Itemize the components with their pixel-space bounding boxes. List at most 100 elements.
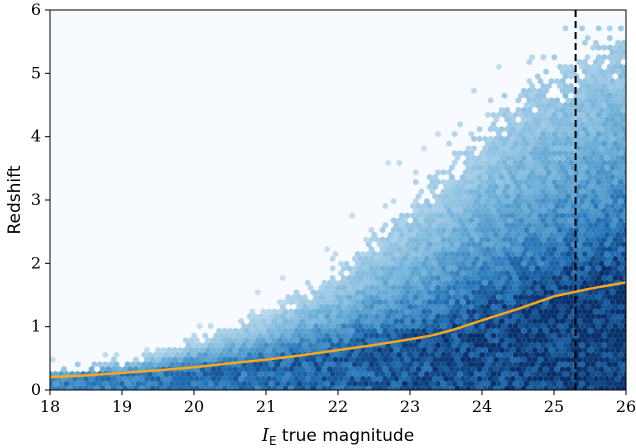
hexbin-cell [91, 361, 98, 368]
hexbin-cell [546, 274, 552, 282]
hexbin-cell [529, 111, 535, 118]
hexbin-cell [410, 270, 416, 277]
hexbin-cell [595, 265, 602, 272]
hexbin-cell [521, 193, 527, 200]
hexbin-cell [460, 318, 466, 325]
hexbin-cell [515, 231, 522, 238]
hexbin-cell [266, 385, 272, 390]
hexbin-cell [487, 366, 494, 373]
hexbin-cell [515, 126, 522, 133]
hexbin-cell [604, 126, 610, 133]
hexbin-cell [523, 236, 530, 243]
hexbin-cell [537, 308, 544, 315]
hexbin-cell [199, 385, 206, 390]
hexbin-cell [205, 375, 211, 382]
hexbin-cell [382, 318, 389, 325]
hexbin-cell [449, 279, 455, 286]
hexbin-cell [457, 342, 463, 349]
hexbin-cell [390, 255, 397, 262]
hexbin-cell [598, 202, 605, 210]
hexbin-cell [496, 274, 502, 282]
hexbin-cell [496, 370, 502, 378]
hexbin-cell [382, 308, 389, 315]
hexbin-cell [562, 342, 569, 349]
hexbin-cell [532, 87, 538, 94]
hexbin-cell [626, 260, 632, 266]
hexbin-cell [512, 342, 519, 349]
hexbin-cell [183, 346, 189, 354]
hexbin-cell [618, 236, 624, 243]
hexbin-cell [535, 370, 541, 378]
hexbin-cell [346, 294, 353, 301]
hexbin-cell [479, 351, 486, 358]
hexbin-cell [554, 385, 560, 390]
hexbin-cell [562, 207, 569, 214]
hexbin-cell [593, 385, 599, 390]
hexbin-cell [618, 313, 624, 320]
hexbin-cell [543, 68, 549, 75]
hexbin-cell [540, 322, 547, 330]
hexbin-cell [382, 385, 389, 390]
hexbin-cell [532, 174, 538, 181]
hexbin-cell [440, 274, 447, 282]
hexbin-cell [518, 294, 524, 301]
hexbin-cell [440, 351, 447, 358]
hexbin-cell [498, 183, 505, 190]
hexbin-cell [421, 145, 427, 152]
hexbin-cell [393, 222, 400, 229]
hexbin-cell [424, 226, 430, 234]
hexbin-cell [620, 164, 626, 171]
hexbin-cell [432, 318, 438, 325]
hexbin-cell [493, 116, 499, 123]
hexbin-cell [526, 97, 533, 104]
hexbin-cell [379, 294, 386, 301]
hexbin-cell [609, 346, 616, 354]
hexbin-cell [318, 322, 325, 330]
hexbin-cell [291, 313, 297, 320]
hexbin-cell [607, 370, 613, 378]
hexbin-cell [485, 150, 491, 157]
hexbin-cell [341, 284, 347, 291]
hexbin-cell [354, 298, 361, 306]
hexbin-cell [601, 111, 607, 118]
hexbin-cell [559, 135, 566, 142]
hexbin-cell [626, 40, 632, 46]
hexbin-cell [230, 370, 236, 378]
hexbin-cell [576, 202, 583, 210]
hexbin-cell [274, 351, 280, 358]
hexbin-cell [593, 337, 599, 344]
hexbin-cell [590, 159, 596, 166]
hexbin-cell [299, 308, 305, 315]
hexbin-cell [449, 174, 455, 181]
hexbin-cell [271, 375, 278, 382]
hexbin-cell [535, 351, 541, 358]
hexbin-cell [609, 164, 616, 171]
hexbin-cell [402, 361, 408, 368]
hexbin-cell [496, 303, 502, 310]
hexbin-cell [562, 82, 569, 90]
hexbin-cell [288, 356, 294, 363]
hexbin-cell [568, 303, 574, 310]
hexbin-cell [521, 106, 527, 114]
hexbin-cell [213, 342, 219, 349]
hexbin-cell [523, 92, 530, 99]
hexbin-cell [523, 342, 530, 349]
hexbin-cell [471, 250, 477, 258]
hexbin-cell [335, 284, 341, 291]
hexbin-cell [609, 289, 616, 296]
hexbin-cell [282, 366, 289, 373]
hexbin-cell [335, 380, 341, 387]
hexbin-cell [512, 313, 519, 320]
hexbin-cell [598, 126, 605, 133]
hexbin-cell [518, 111, 524, 118]
hexbin-cell [559, 126, 566, 133]
hexbin-cell [565, 116, 571, 123]
hexbin-cell [360, 375, 366, 382]
hexbin-cell [363, 361, 369, 368]
hexbin-cell [604, 289, 610, 296]
hexbin-cell [241, 342, 247, 349]
hexbin-cell [415, 375, 422, 382]
hexbin-cell [587, 106, 594, 114]
hexbin-cell [593, 135, 599, 142]
hexbin-cell [396, 159, 402, 166]
